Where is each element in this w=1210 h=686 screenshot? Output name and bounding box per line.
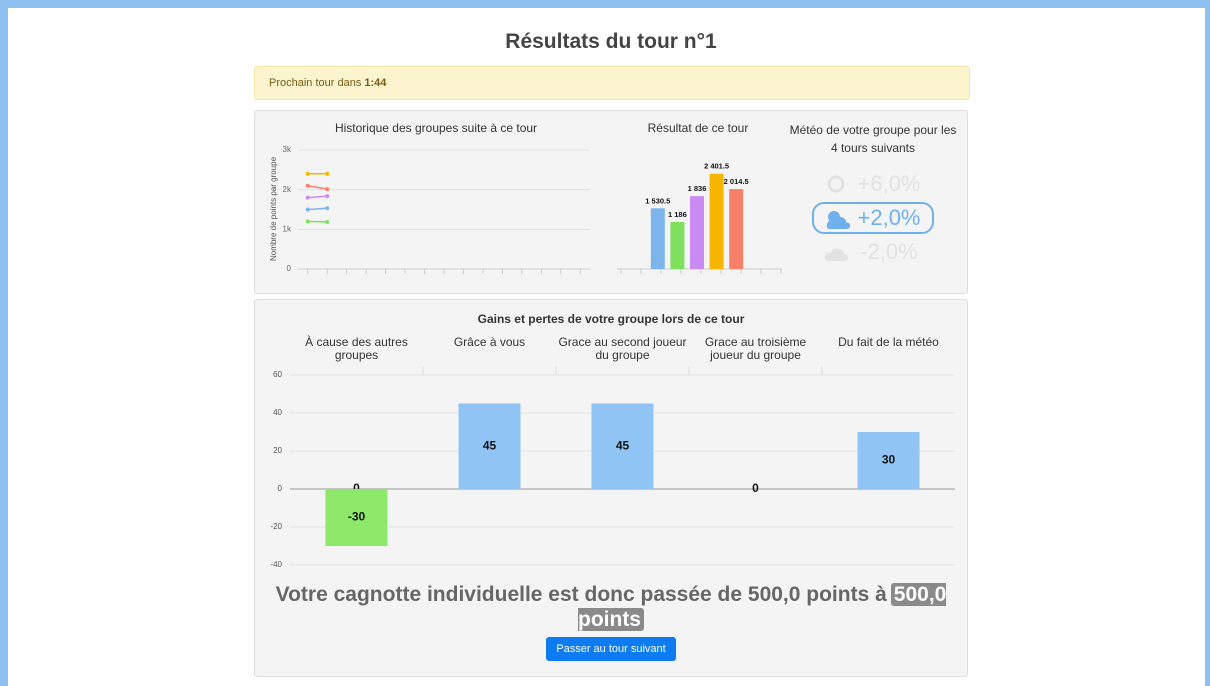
data-label: 2 014.5 (724, 177, 749, 186)
chart-title: Historique des groupes suite à ce tour (335, 121, 537, 135)
weather-icon (827, 175, 845, 193)
bar (729, 189, 744, 269)
point (325, 187, 330, 192)
y-tick-label: 1k (283, 224, 292, 233)
alert-time: 1:44 (364, 77, 387, 89)
weather-value: +2,0% (857, 205, 921, 230)
data-label: 2 401.5 (704, 162, 729, 171)
frame (0, 0, 1210, 8)
chart-title: Gains et pertes de votre groupe lors de … (478, 312, 745, 326)
y-tick-label: -40 (270, 560, 282, 569)
data-label: -30 (348, 510, 366, 524)
cloud (826, 216, 851, 229)
summary: Votre cagnotte individuelle est donc pas… (254, 582, 968, 632)
data-label: 30 (882, 453, 896, 467)
bar (591, 403, 654, 489)
summary-text: Votre cagnotte individuelle est donc pas… (275, 583, 887, 606)
y-tick-label: 60 (273, 370, 282, 379)
x-category-label: Du fait de la météo (838, 335, 939, 349)
chart-title: Résultat de ce tour (648, 121, 749, 135)
point (325, 194, 330, 199)
y-tick-label: 20 (273, 446, 282, 455)
y-tick-label: 0 (278, 484, 283, 493)
y-tick-label: 40 (273, 408, 282, 417)
x-category-label: Grace au troisième joueur du groupe (704, 335, 807, 362)
data-label: 0 (752, 481, 759, 495)
x-category-label: Grâce à vous (453, 335, 526, 349)
data-label: 1 186 (668, 210, 687, 219)
alert: Prochain tour dans 1:44 (254, 66, 970, 100)
point (305, 207, 310, 212)
series-line (307, 207, 328, 211)
bar (857, 432, 920, 489)
cloud (824, 248, 849, 261)
data-label: 45 (483, 438, 497, 452)
weather-title: Météo de votre groupe pour les 4 tours s… (789, 123, 957, 155)
weather-item: -2,0% (812, 236, 934, 268)
bar (670, 221, 685, 269)
bar (650, 208, 665, 269)
series-line (307, 220, 328, 223)
y-tick-label: 0 (287, 264, 292, 273)
data-label: 1 530.5 (645, 196, 670, 205)
bar (709, 173, 724, 269)
point (325, 206, 330, 211)
bar (458, 403, 521, 489)
series-line (307, 184, 328, 190)
point (305, 195, 310, 200)
point (305, 219, 310, 224)
data-label: 1 836 (688, 184, 707, 193)
weather-item: +6,0% (812, 168, 934, 200)
data-label: 45 (616, 438, 630, 452)
sun (827, 175, 845, 193)
next-round-button[interactable]: Passer au tour suivant (546, 637, 676, 661)
bar (325, 489, 388, 546)
data-label: 0 (353, 481, 360, 495)
bar (690, 196, 704, 269)
y-tick-label: 2k (283, 185, 292, 194)
alert-text: Prochain tour dans (269, 77, 362, 89)
point (325, 171, 330, 176)
frame (1205, 0, 1210, 686)
point (305, 171, 310, 176)
weather-value: -2,0% (860, 239, 918, 264)
weather-value: +6,0% (857, 171, 921, 196)
series-line (307, 195, 328, 199)
page-title: Résultats du tour n°1 (505, 30, 717, 53)
frame (0, 0, 8, 686)
x-category-label: Grace au second joueur du groupe (558, 335, 687, 362)
weather-icon (826, 211, 851, 229)
x-category-label: À cause des autres groupes (305, 335, 408, 362)
weather-icon (824, 248, 849, 261)
y-axis-label: Nombre de points par groupe (269, 156, 278, 261)
y-tick-label: 3k (283, 145, 292, 154)
point (305, 183, 310, 188)
y-tick-label: -20 (270, 522, 282, 531)
point (325, 219, 330, 224)
weather-item: +2,0% (812, 202, 934, 234)
